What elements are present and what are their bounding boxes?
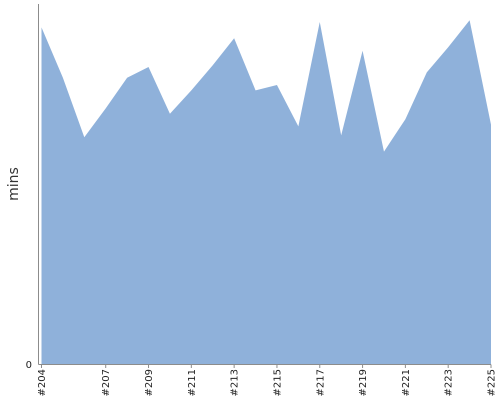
x-tick-label: #213	[230, 369, 241, 396]
y-ticks: 0	[26, 360, 32, 371]
x-tick-label: #209	[144, 369, 155, 396]
x-tick-label: #221	[401, 369, 412, 396]
x-tick-label: #217	[315, 369, 326, 396]
x-tick-label: #223	[444, 369, 455, 396]
x-tick-label: #211	[187, 369, 198, 396]
series-area	[41, 20, 491, 364]
x-ticks: #204 #207 #209 #211 #213 #215 #217 #219 #221 #223…	[37, 364, 498, 396]
x-tick-label: #207	[101, 369, 112, 396]
x-tick-label: #219	[358, 369, 369, 396]
y-tick-label: 0	[26, 360, 32, 371]
x-tick-label: #204	[37, 369, 48, 396]
x-tick-label: #215	[272, 369, 283, 396]
y-axis-title: mins	[6, 167, 22, 201]
x-tick-label: #225	[487, 369, 498, 396]
